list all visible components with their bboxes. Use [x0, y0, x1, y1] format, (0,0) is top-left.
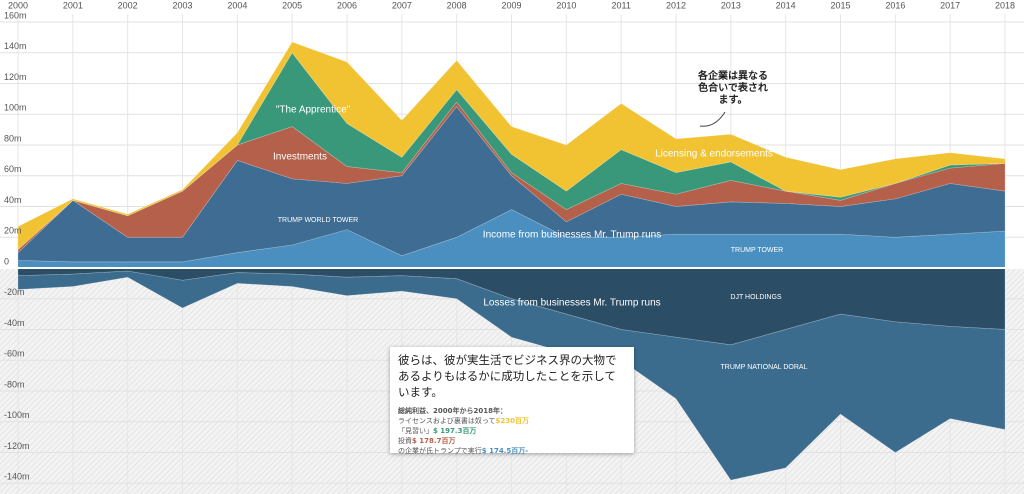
y-tick-label: 20m: [4, 226, 22, 236]
series-label: TRUMP TOWER: [731, 247, 784, 254]
x-tick-label: 2014: [776, 0, 796, 10]
summary-text: $ 197.3百万: [433, 427, 477, 435]
x-tick-label: 2012: [666, 0, 686, 10]
summary-text: 「見習い」: [398, 427, 433, 435]
note-line: 色合いで表され: [698, 81, 768, 94]
annotation: Income from businesses Mr. Trump runs: [483, 230, 661, 241]
y-tick-label: 100m: [4, 103, 27, 113]
y-tick-label: -80m: [4, 379, 25, 389]
summary-line: ライセンスおよび裏書は奴って$230百万: [398, 416, 626, 426]
x-tick-label: 2011: [611, 0, 630, 10]
areas: [17, 41, 1006, 481]
x-tick-label: 2016: [885, 0, 905, 10]
summary-lines: ライセンスおよび裏書は奴って$230百万 「見習い」$ 197.3百万 投資$ 17…: [398, 416, 626, 456]
summary-text: $230百万: [495, 417, 529, 425]
y-tick-label: -120m: [4, 441, 30, 451]
y-tick-label: 80m: [4, 133, 22, 143]
x-tick-label: 2017: [940, 0, 960, 10]
x-tick-label: 2006: [337, 0, 357, 10]
summary-line: 投資$ 178.7百万: [398, 436, 626, 446]
series-label: "The Apprentice": [276, 105, 351, 116]
summary-text: の企業が氏トランプで実行: [398, 447, 482, 455]
series-label: Licensing & endorsements: [655, 149, 773, 160]
summary-text: $ 178.7百万: [412, 437, 456, 445]
x-tick-label: 2004: [227, 0, 247, 10]
series-label: TRUMP NATIONAL DORAL: [721, 364, 808, 371]
x-tick-label: 2001: [63, 0, 83, 10]
y-tick-label: 40m: [4, 195, 22, 205]
area: [17, 101, 1006, 254]
y-tick-label: -20m: [4, 287, 25, 297]
y-tick-label: -40m: [4, 318, 25, 328]
y-tick-label: -60m: [4, 349, 25, 359]
summary-text: ライセンスおよび裏書は奴って: [398, 417, 496, 425]
x-tick-label: 2002: [118, 0, 138, 10]
summary-intro: 総純利益、2000年から2018年：: [398, 407, 507, 415]
area: [17, 41, 1006, 251]
summary-text: $ 174.5百万-: [481, 447, 529, 455]
y-tick-label: 0: [4, 256, 9, 266]
x-tick-label: 2009: [501, 0, 521, 10]
area: [17, 270, 1006, 481]
note-line: ます。: [719, 94, 748, 106]
y-tick-label: -100m: [4, 410, 30, 420]
summary-headline: 彼らは、彼が実生活でビジネス界の大物であるよりもはるかに成功したことを示していま…: [398, 353, 617, 399]
colors-note: 各企業は異なる色合いで表されます。: [697, 69, 768, 106]
x-tick-label: 2008: [447, 0, 467, 10]
summary-text: 投資: [398, 437, 412, 445]
x-tick-label: 2005: [282, 0, 302, 10]
series-label: TRUMP WORLD TOWER: [278, 217, 359, 224]
y-tick-label: 160m: [4, 10, 27, 20]
summary-line: 「見習い」$ 197.3百万: [398, 426, 626, 436]
note-line: 各企業は異なる: [697, 69, 768, 82]
x-tick-label: 2015: [830, 0, 850, 10]
area: [17, 105, 1006, 263]
x-tick-label: 2003: [172, 0, 192, 10]
summary-line: の企業が氏トランプで実行$ 174.5百万-: [398, 446, 626, 456]
y-tick-label: 140m: [4, 41, 27, 51]
note-arrow: [699, 111, 726, 127]
x-tick-label: 2013: [721, 0, 741, 10]
y-tick-label: -140m: [4, 472, 30, 482]
series-label: DJT HOLDINGS: [730, 294, 782, 301]
series-label: Investments: [273, 152, 327, 163]
x-tick-label: 2000: [8, 0, 28, 10]
y-tick-label: 120m: [4, 72, 27, 82]
annotation: Losses from businesses Mr. Trump runs: [483, 298, 660, 309]
x-tick-label: 2018: [995, 0, 1015, 10]
x-tick-label: 2007: [392, 0, 412, 10]
y-tick-label: 60m: [4, 164, 22, 174]
summary-box: 彼らは、彼が実生活でビジネス界の大物であるよりもはるかに成功したことを示していま…: [390, 347, 634, 456]
x-tick-label: 2010: [556, 0, 576, 10]
